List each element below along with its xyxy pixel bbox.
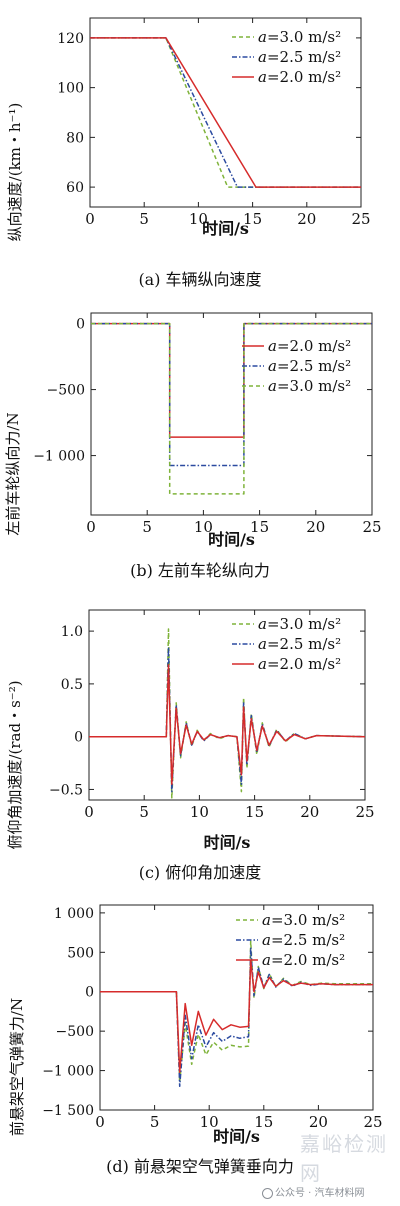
y-tick-label: 1.0	[61, 624, 83, 640]
series-line-3	[90, 37, 361, 188]
panel-caption: (b) 左前车轮纵向力	[130, 561, 270, 580]
y-tick-label: −500	[47, 383, 85, 399]
legend-entry-3: a=2.0 m/s²	[258, 655, 341, 673]
panel-caption: (d) 前悬架空气弹簧垂向力	[106, 1157, 294, 1176]
watermark-site: 嘉峪检测网	[300, 1132, 388, 1185]
y-tick-label: −1 000	[42, 1064, 94, 1080]
x-axis-label: 时间/s	[208, 530, 255, 549]
x-tick-label: 0	[95, 1113, 105, 1131]
legend-entry-2: a=2.5 m/s²	[262, 931, 345, 949]
x-tick-label: 20	[297, 210, 316, 228]
y-tick-label: 100	[57, 81, 84, 97]
y-tick-label: −500	[56, 1024, 94, 1040]
y-axis-label: 前悬架空气弹簧力/N	[8, 998, 26, 1136]
x-tick-label: 10	[189, 210, 208, 228]
legend-entry-1: a=3.0 m/s²	[258, 28, 341, 46]
y-tick-label: 500	[67, 945, 94, 961]
legend-entry-2: a=2.5 m/s²	[268, 357, 351, 375]
y-tick-label: 0.5	[61, 677, 83, 693]
x-tick-label: 10	[190, 803, 209, 821]
y-tick-label: 80	[66, 130, 84, 146]
x-tick-label: 5	[150, 1113, 160, 1131]
y-tick-label: 60	[66, 180, 84, 196]
x-tick-label: 10	[200, 1113, 219, 1131]
plot-frame	[90, 312, 373, 516]
series-line-2	[90, 37, 361, 188]
x-tick-label: 5	[139, 210, 149, 228]
x-tick-label: 15	[245, 803, 264, 821]
x-tick-label: 0	[85, 210, 95, 228]
y-axis-label: 纵向速度/(km・h⁻¹)	[6, 103, 24, 242]
plot-frame	[89, 17, 362, 208]
series-group	[91, 322, 372, 495]
x-tick-label: 15	[250, 518, 269, 536]
legend: a=3.0 m/s² a=2.5 m/s² a=2.0 m/s²	[232, 615, 341, 673]
x-tick-label: 25	[363, 1113, 382, 1131]
chart-panel-b: 0 5 10 15 20 25 −1 000 −500 0 时间/s 左前车轮纵向力/N a=2.0 …	[4, 312, 382, 580]
x-tick-label: 20	[309, 1113, 328, 1131]
legend-entry-3: a=2.0 m/s²	[258, 68, 341, 86]
x-tick-label: 15	[254, 1113, 273, 1131]
legend-entry-2: a=2.5 m/s²	[258, 48, 341, 66]
y-tick-label: −0.5	[49, 782, 83, 798]
y-tick-label: 0	[74, 730, 83, 746]
plot-frame	[88, 609, 366, 801]
series-line-1	[100, 940, 373, 1084]
x-tick-label: 0	[86, 518, 96, 536]
x-tick-label: 10	[194, 518, 213, 536]
chart-panel-c: 0 5 10 15 20 25−0.500.51.0时间/s俯仰角加速度/(rad・s⁻²…	[6, 609, 375, 882]
x-tick-label: 5	[142, 518, 152, 536]
legend-entry-1: a=3.0 m/s²	[258, 615, 341, 633]
panel-caption: (a) 车辆纵向速度	[138, 270, 261, 289]
wechat-icon	[262, 1187, 273, 1199]
chart-panel-d: 0 5 10 15 20 25 −1 500 −1 000 −500 0 500 1 000 时间/s 前…	[8, 904, 383, 1176]
y-tick-label: −1 500	[42, 1103, 94, 1119]
y-tick-label: −1 000	[33, 449, 85, 465]
legend-entry-3: a=2.0 m/s²	[262, 951, 345, 969]
series-group	[90, 37, 361, 188]
series-line-3	[89, 664, 365, 785]
watermark-account: 公众号 · 汽车材料网	[262, 1184, 365, 1199]
y-axis-label: 左前车轮纵向力/N	[4, 412, 22, 535]
series-line-3	[91, 322, 372, 495]
y-tick-label: 0	[76, 317, 85, 333]
x-tick-label: 25	[362, 518, 381, 536]
legend-entry-1: a=2.0 m/s²	[268, 337, 351, 355]
x-tick-label: 5	[139, 803, 149, 821]
legend-entry-2: a=2.5 m/s²	[258, 635, 341, 653]
series-line-2	[100, 946, 373, 1088]
legend-entry-1: a=3.0 m/s²	[262, 911, 345, 929]
x-tick-label: 20	[306, 518, 325, 536]
y-tick-label: 120	[57, 31, 84, 47]
y-tick-label: 0	[85, 985, 94, 1001]
x-axis-label: 时间/s	[202, 219, 249, 238]
x-tick-label: 20	[300, 803, 319, 821]
x-axis-label: 时间/s	[213, 1127, 260, 1146]
x-tick-label: 25	[351, 210, 370, 228]
legend: a=3.0 m/s² a=2.5 m/s² a=2.0 m/s²	[232, 28, 341, 86]
x-tick-label: 15	[243, 210, 262, 228]
x-axis-label: 时间/s	[204, 833, 251, 852]
panel-caption: (c) 俯仰角加速度	[139, 863, 262, 882]
series-group	[89, 628, 365, 799]
watermark-account-text: 公众号 · 汽车材料网	[275, 1188, 365, 1199]
legend: a=3.0 m/s² a=2.5 m/s² a=2.0 m/s²	[236, 911, 345, 969]
chart-panel-a: 0 5 10 15 20 25 60 80 100 120 时间/s 纵向速度/(km・h⁻¹) a=3…	[6, 17, 371, 289]
plot-frame	[99, 904, 374, 1111]
y-axis-label: 俯仰角加速度/(rad・s⁻²)	[6, 680, 24, 849]
x-tick-label: 0	[84, 803, 94, 821]
legend-entry-3: a=3.0 m/s²	[268, 377, 351, 395]
legend: a=2.0 m/s² a=2.5 m/s² a=3.0 m/s²	[242, 337, 351, 395]
x-tick-label: 25	[355, 803, 374, 821]
y-tick-label: 1 000	[54, 906, 94, 922]
